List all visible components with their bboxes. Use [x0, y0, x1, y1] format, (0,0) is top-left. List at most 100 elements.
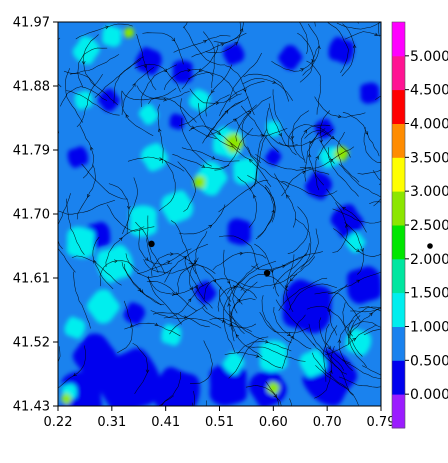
- contour-region-high: [61, 393, 72, 405]
- streamline-arrow: [208, 224, 213, 229]
- streamline: [229, 52, 262, 103]
- contour-region-high: [223, 132, 244, 154]
- streamline: [287, 206, 309, 254]
- x-tick-label: 0.22: [44, 415, 73, 430]
- outside-marker: [427, 243, 433, 249]
- streamline: [157, 104, 164, 164]
- streamline: [278, 277, 328, 311]
- x-tick-label: 0.60: [259, 415, 288, 430]
- streamline: [92, 236, 114, 290]
- streamline-arrow: [264, 340, 269, 344]
- streamline: [58, 193, 71, 249]
- streamline-arrow: [114, 259, 118, 264]
- streamline: [99, 260, 139, 287]
- streamline: [172, 154, 230, 170]
- streamline: [170, 220, 197, 274]
- streamline-arrow: [356, 279, 361, 284]
- streamline-arrow: [194, 285, 199, 290]
- streamline: [153, 312, 210, 328]
- contour-region-mid: [66, 226, 95, 259]
- streamline: [205, 96, 249, 138]
- streamline-arrow: [249, 158, 253, 163]
- streamline: [188, 125, 241, 151]
- streamline: [348, 321, 381, 345]
- streamline: [235, 119, 288, 137]
- streamline-arrow: [356, 248, 360, 252]
- streamline: [228, 336, 269, 379]
- streamline: [76, 164, 96, 220]
- streamline: [63, 54, 120, 74]
- streamline-arrow: [232, 118, 237, 122]
- streamline: [291, 22, 293, 23]
- streamline: [243, 73, 289, 102]
- streamline: [219, 81, 265, 117]
- streamline-arrow: [234, 42, 238, 46]
- contour-region-low: [72, 333, 117, 379]
- streamline-arrow: [329, 370, 333, 374]
- streamline: [134, 63, 181, 93]
- streamline: [146, 281, 197, 312]
- streamline: [164, 243, 209, 283]
- streamline-arrow: [73, 372, 77, 377]
- streamline: [304, 128, 326, 182]
- streamline: [121, 90, 154, 137]
- streamline: [314, 346, 335, 399]
- streamline: [327, 22, 349, 73]
- streamline: [291, 110, 309, 160]
- streamline: [251, 253, 308, 271]
- contour-region-low: [265, 148, 282, 166]
- y-tick-label: 41.61: [13, 272, 50, 287]
- streamline: [181, 43, 219, 90]
- streamline: [83, 34, 99, 86]
- streamline: [202, 31, 216, 88]
- streamline: [121, 66, 155, 115]
- contour-region-low: [67, 146, 89, 168]
- streamline-arrow: [374, 32, 379, 36]
- streamline: [136, 85, 190, 101]
- streamline-arrow: [158, 128, 162, 133]
- streamline: [135, 221, 165, 274]
- streamline: [191, 402, 193, 406]
- streamline: [242, 78, 293, 101]
- streamline: [147, 275, 182, 325]
- streamline: [363, 127, 381, 164]
- streamline: [328, 147, 359, 197]
- streamline-arrow: [327, 345, 331, 350]
- colorbar-swatch: [392, 123, 405, 158]
- streamline: [325, 324, 377, 356]
- streamline: [194, 231, 208, 287]
- streamline: [188, 262, 232, 302]
- streamline: [79, 124, 95, 179]
- streamline: [248, 346, 306, 362]
- colorbar-swatch: [392, 326, 405, 361]
- streamline: [338, 376, 381, 388]
- streamline-arrow: [342, 207, 346, 211]
- streamline-arrow: [187, 68, 191, 73]
- colorbar-swatch: [392, 258, 405, 294]
- streamline-arrow: [329, 159, 334, 163]
- streamline: [273, 306, 312, 350]
- streamline: [132, 342, 148, 395]
- streamline-arrow: [271, 209, 275, 214]
- streamline: [287, 124, 332, 147]
- streamline: [181, 118, 212, 167]
- streamline-arrow: [119, 237, 123, 241]
- streamline-arrow: [201, 164, 206, 168]
- colorbar-swatch: [392, 157, 405, 192]
- streamline: [183, 26, 226, 66]
- streamline: [272, 89, 295, 144]
- streamline: [189, 88, 242, 104]
- streamline: [202, 100, 243, 144]
- streamline: [259, 312, 309, 334]
- streamline: [241, 112, 262, 164]
- streamline: [148, 97, 197, 123]
- streamline-arrow: [90, 146, 94, 151]
- streamline: [137, 248, 192, 274]
- streamline-arrow: [352, 338, 357, 342]
- y-axis-ticks: 41.97 41.88 41.79 41.70 41.61 41.52 41.43: [13, 16, 58, 415]
- streamline: [69, 73, 119, 106]
- streamline: [158, 160, 176, 212]
- contour-region-mid: [161, 190, 194, 224]
- streamline-arrow: [364, 131, 369, 136]
